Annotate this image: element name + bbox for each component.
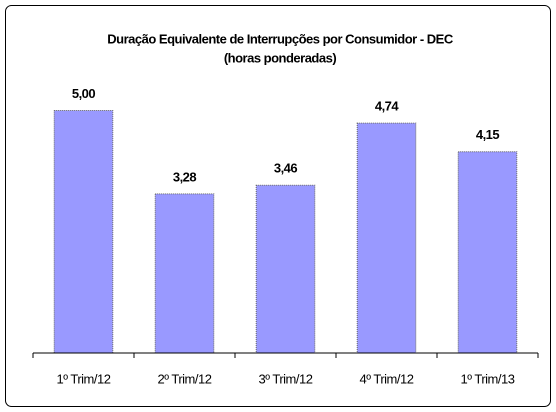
chart-title: Duração Equivalente de Interrupções por … bbox=[107, 31, 454, 46]
value-label: 4,74 bbox=[375, 99, 400, 114]
bar bbox=[53, 110, 114, 354]
bar bbox=[457, 151, 518, 354]
x-tick-label: 1º Trim/13 bbox=[461, 371, 515, 386]
bar bbox=[356, 122, 417, 354]
x-tick-label: 3º Trim/12 bbox=[259, 371, 313, 386]
bar bbox=[255, 184, 316, 354]
value-label: 4,15 bbox=[476, 127, 500, 142]
bar bbox=[154, 193, 215, 354]
x-tick-label: 4º Trim/12 bbox=[360, 371, 414, 386]
chart-subtitle: (horas ponderadas) bbox=[224, 50, 337, 65]
value-label: 3,28 bbox=[173, 169, 197, 184]
value-label: 5,00 bbox=[72, 86, 96, 101]
x-tick-label: 1º Trim/12 bbox=[57, 371, 111, 386]
x-tick-label: 2º Trim/12 bbox=[158, 371, 212, 386]
value-label: 3,46 bbox=[274, 161, 298, 176]
